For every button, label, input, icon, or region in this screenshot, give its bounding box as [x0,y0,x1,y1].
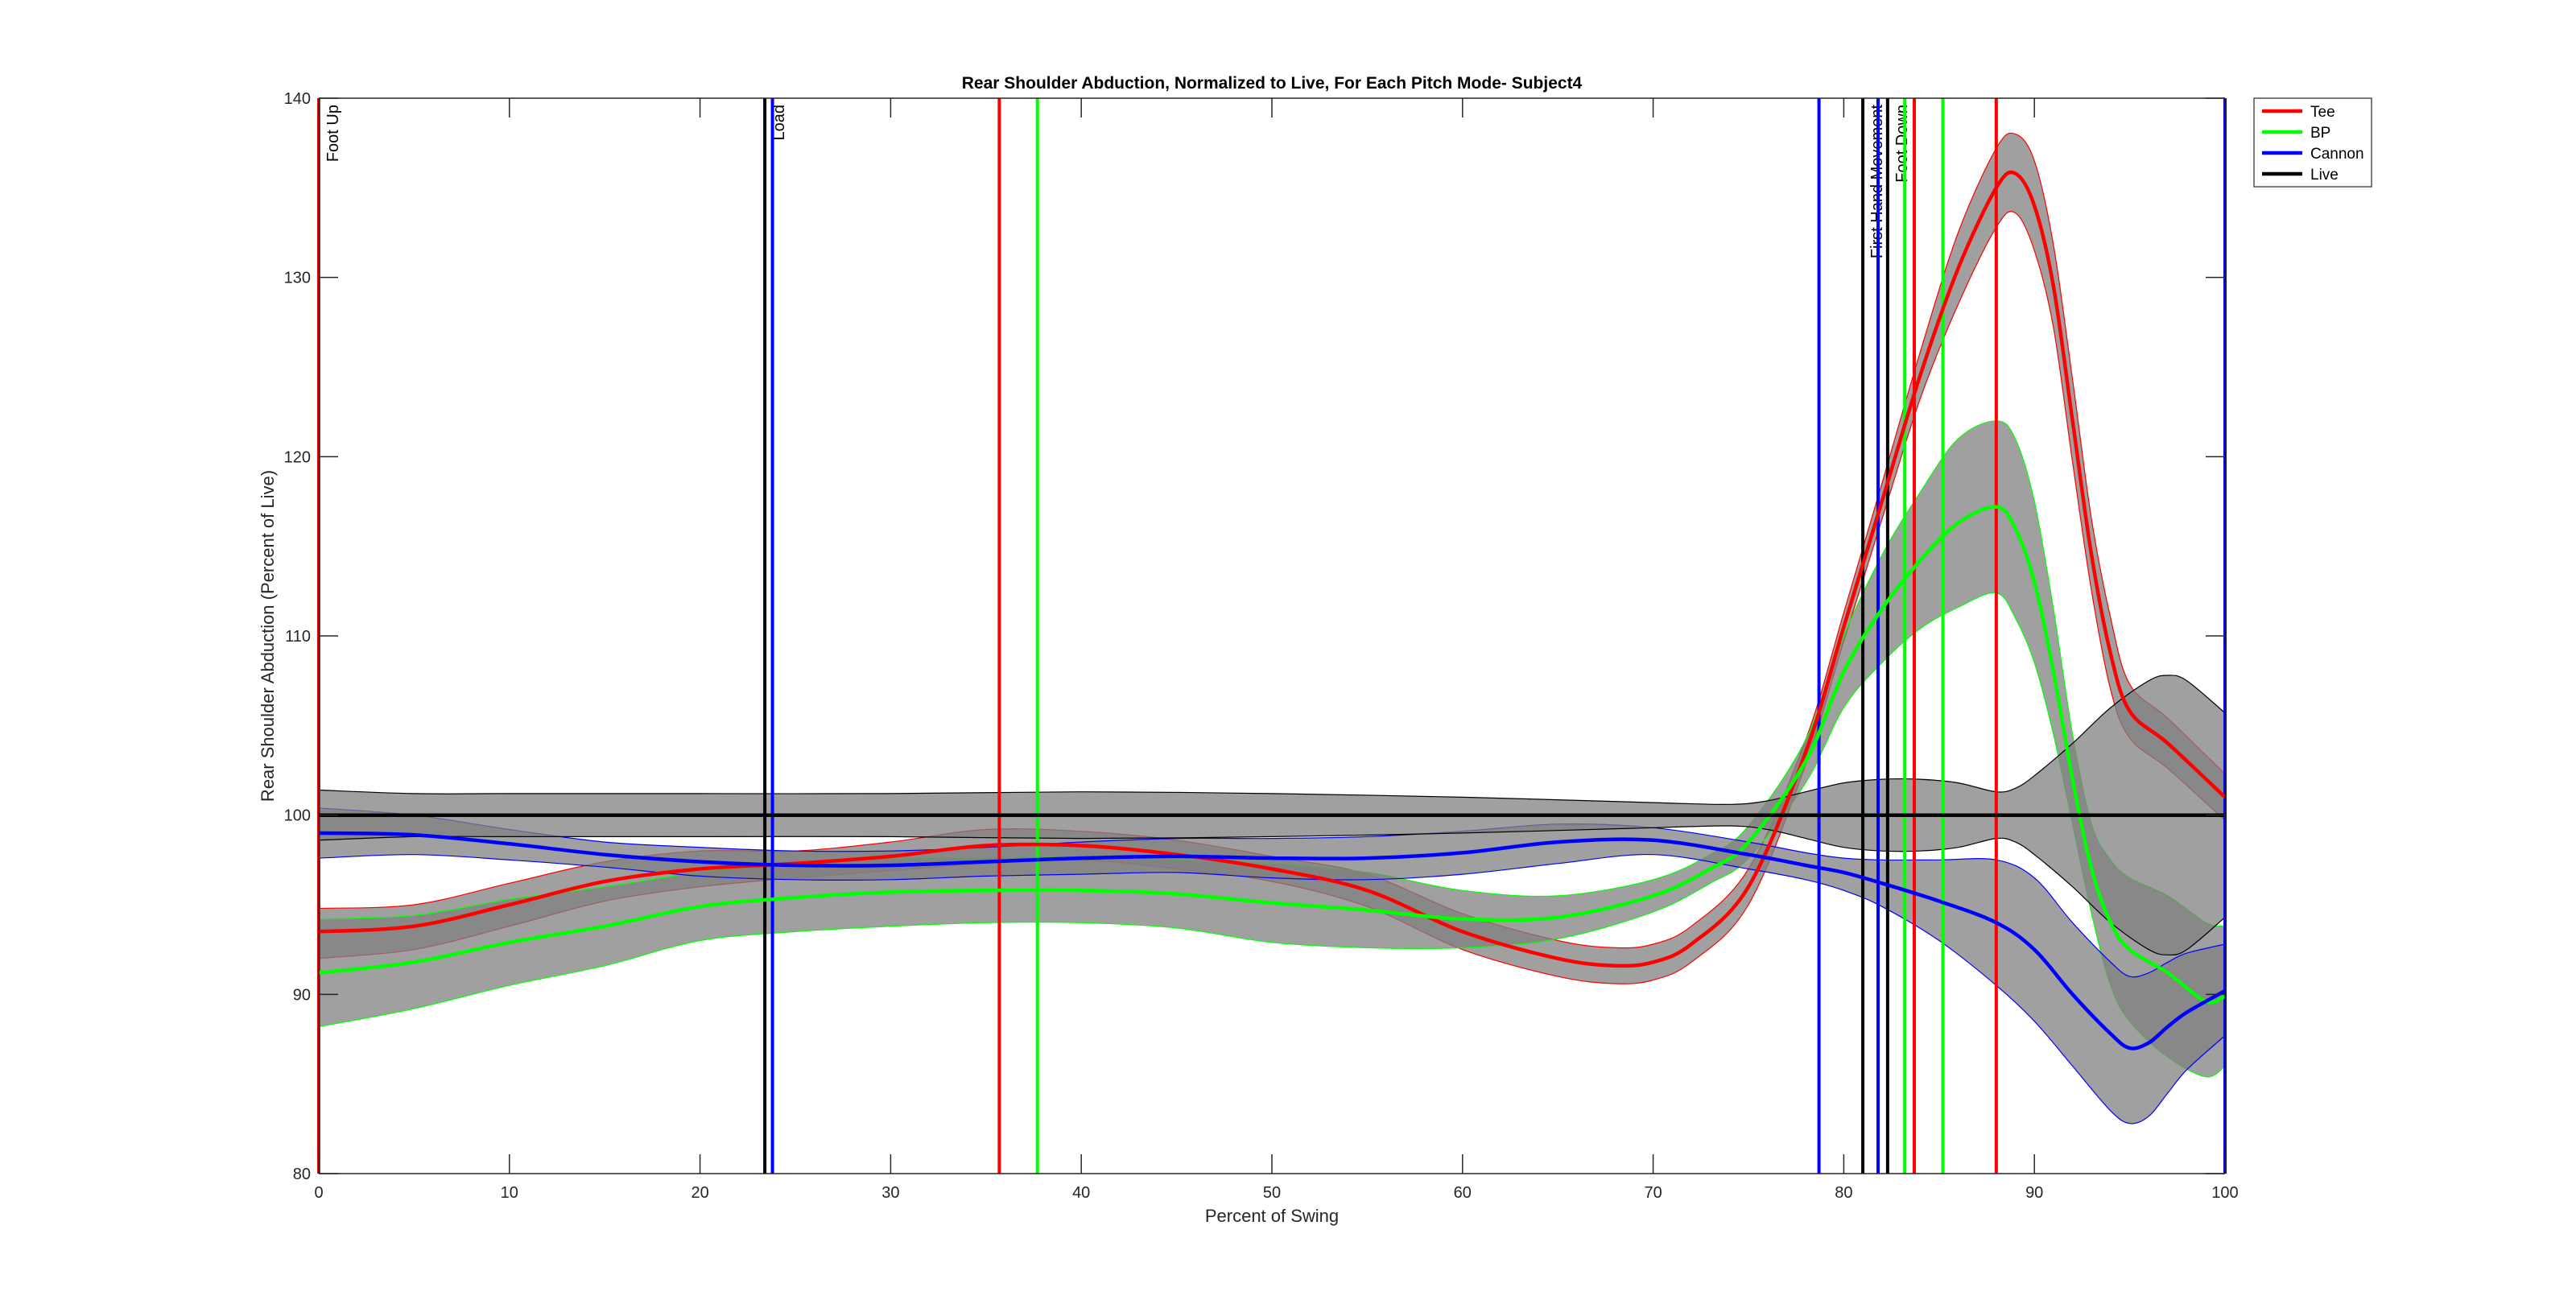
x-tick-label: 60 [1454,1184,1472,1202]
x-tick-label: 90 [2025,1184,2043,1202]
band-bp [319,420,2225,1077]
y-tick-label: 90 [293,986,311,1004]
band-upper-edge-tee [318,132,2226,949]
event-label-foot-up: Foot Up [324,105,342,162]
series-line-bp [318,505,2226,1005]
band-cannon [319,807,2225,1124]
legend-label-bp: BP [2310,125,2330,142]
series-line-cannon [318,831,2227,1050]
band-lower-edge-cannon [318,853,2226,1124]
legend-label-tee: Tee [2310,104,2335,121]
band-tee [319,133,2225,984]
y-tick-label: 80 [293,1166,311,1183]
y-axis-title: Rear Shoulder Abduction (Percent of Live… [258,470,278,802]
band-upper-edge-live [318,675,2226,805]
band-lower-edge-live [318,825,2226,955]
legend-label-cannon: Cannon [2310,146,2364,163]
x-axis-title: Percent of Swing [1205,1206,1339,1226]
chart-title: Rear Shoulder Abduction, Normalized to L… [962,74,1583,93]
x-tick-label: 30 [881,1184,899,1202]
y-tick-label: 100 [284,807,311,825]
legend-label-live: Live [2310,167,2339,184]
x-tick-label: 70 [1644,1184,1662,1202]
legend: Tee BP Cannon Live [2253,97,2372,188]
x-tick-label: 100 [2211,1184,2238,1202]
legend-box [2253,97,2372,188]
y-tick-label: 110 [285,628,311,646]
x-tick-label: 80 [1835,1184,1852,1202]
y-tick-label: 140 [284,90,311,108]
y-tick-label: 130 [284,270,311,287]
y-tick-label: 120 [284,448,311,466]
x-tick-label: 50 [1263,1184,1281,1202]
event-label-foot-down: Foot Down [1893,105,1911,183]
x-tick-label: 0 [314,1184,323,1202]
x-tick-label: 40 [1072,1184,1090,1202]
series-line-tee [318,170,2227,968]
event-label-load: Load [770,105,788,141]
x-tick-label: 20 [691,1184,708,1202]
series-lines [318,170,2227,1050]
axis-ticks: 0 10 20 30 40 50 60 70 80 90 100 80 90 100 110 120 130 14… [284,90,2239,1202]
x-tick-label: 10 [501,1184,518,1202]
